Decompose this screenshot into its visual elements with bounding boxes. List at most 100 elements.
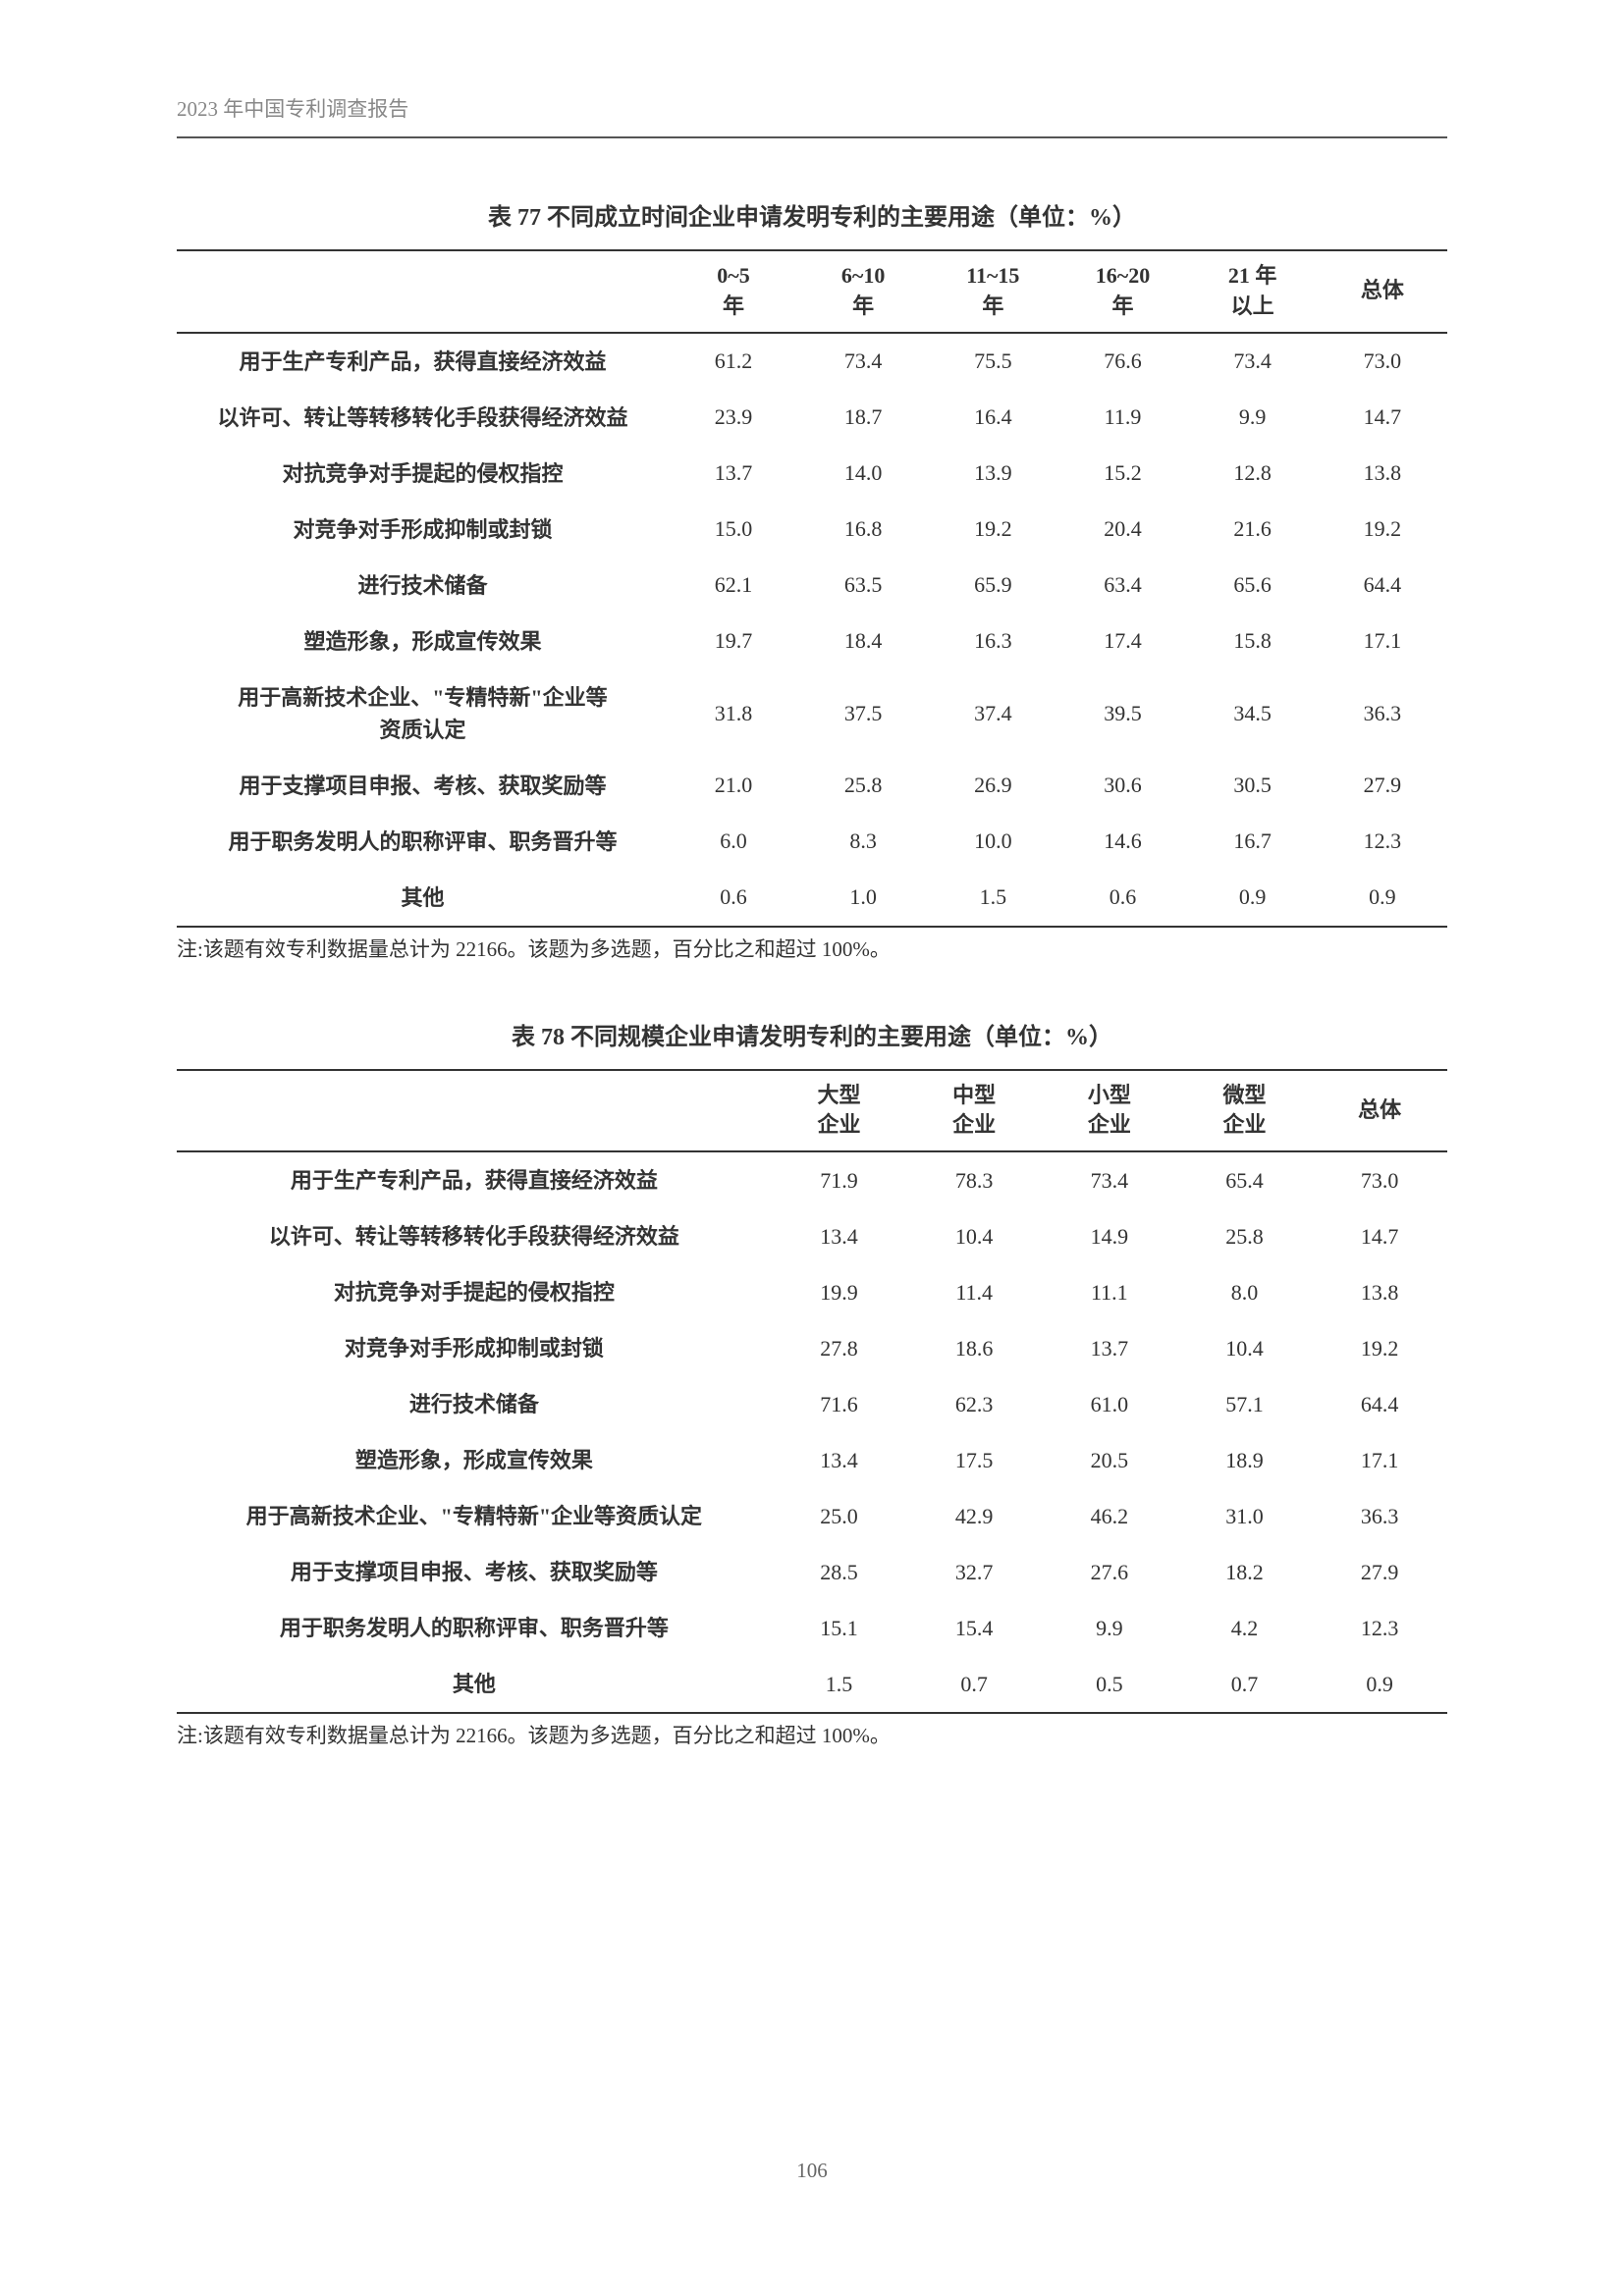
table-78-cell: 1.5 [772,1656,907,1713]
table-78-cell: 27.8 [772,1320,907,1376]
table-77-header-6: 总体 [1318,250,1447,333]
table-77-cell: 63.5 [798,558,928,614]
table-78-header-4: 微型 企业 [1177,1070,1313,1152]
table-77-row-label: 进行技术储备 [177,558,669,614]
table-77-cell: 26.9 [928,758,1057,814]
table-77-cell: 25.8 [798,758,928,814]
table-77-cell: 65.6 [1188,558,1318,614]
table-77-cell: 21.0 [669,758,798,814]
table-78-cell: 9.9 [1042,1600,1177,1656]
table-row: 塑造形象，形成宣传效果19.718.416.317.415.817.1 [177,614,1447,669]
table-78-cell: 18.6 [906,1320,1042,1376]
table-78-cell: 27.9 [1312,1544,1447,1600]
table-77-cell: 37.5 [798,669,928,758]
table-row: 用于职务发明人的职称评审、职务晋升等6.08.310.014.616.712.3 [177,814,1447,870]
table-78-row-label: 用于生产专利产品，获得直接经济效益 [177,1151,772,1208]
table-77-cell: 14.6 [1057,814,1187,870]
table-77-cell: 30.6 [1057,758,1187,814]
table-78-cell: 32.7 [906,1544,1042,1600]
table-77-cell: 20.4 [1057,502,1187,558]
table-77-header-5: 21 年 以上 [1188,250,1318,333]
table-77-cell: 11.9 [1057,390,1187,446]
table-row: 对抗竞争对手提起的侵权指控19.911.411.18.013.8 [177,1264,1447,1320]
table-78-row-label: 用于高新技术企业、"专精特新"企业等资质认定 [177,1488,772,1544]
table-77-cell: 61.2 [669,333,798,390]
table-77-cell: 6.0 [669,814,798,870]
table-78-cell: 73.0 [1312,1151,1447,1208]
table-77-cell: 30.5 [1188,758,1318,814]
table-77-cell: 9.9 [1188,390,1318,446]
table-78-header-1: 大型 企业 [772,1070,907,1152]
table-78-row-label: 以许可、转让等转移转化手段获得经济效益 [177,1208,772,1264]
table-77-cell: 73.4 [798,333,928,390]
table-78-cell: 42.9 [906,1488,1042,1544]
table-77-cell: 23.9 [669,390,798,446]
table-77-cell: 73.4 [1188,333,1318,390]
table-78-cell: 14.7 [1312,1208,1447,1264]
table-78-cell: 71.9 [772,1151,907,1208]
table-77-cell: 13.8 [1318,446,1447,502]
table-77-cell: 15.2 [1057,446,1187,502]
table-78-cell: 36.3 [1312,1488,1447,1544]
table-77-cell: 12.3 [1318,814,1447,870]
table-77-cell: 65.9 [928,558,1057,614]
table-78-row-label: 其他 [177,1656,772,1713]
table-77-cell: 15.0 [669,502,798,558]
table-78-cell: 64.4 [1312,1376,1447,1432]
table-78-cell: 62.3 [906,1376,1042,1432]
table-77-row-label: 用于高新技术企业、"专精特新"企业等 资质认定 [177,669,669,758]
table-78-header-row: 大型 企业 中型 企业 小型 企业 微型 企业 总体 [177,1070,1447,1152]
table-77-row-label: 其他 [177,870,669,927]
table-78-cell: 65.4 [1177,1151,1313,1208]
table-77-note: 注:该题有效专利数据量总计为 22166。该题为多选题，百分比之和超过 100%… [177,934,1447,963]
table-78-cell: 25.8 [1177,1208,1313,1264]
table-78-cell: 71.6 [772,1376,907,1432]
table-77-cell: 13.7 [669,446,798,502]
table-77-cell: 1.0 [798,870,928,927]
table-78-cell: 57.1 [1177,1376,1313,1432]
table-77-cell: 10.0 [928,814,1057,870]
table-78-cell: 0.5 [1042,1656,1177,1713]
table-row: 用于高新技术企业、"专精特新"企业等资质认定25.042.946.231.036… [177,1488,1447,1544]
table-78-cell: 8.0 [1177,1264,1313,1320]
table-77-cell: 14.7 [1318,390,1447,446]
table-row: 用于生产专利产品，获得直接经济效益71.978.373.465.473.0 [177,1151,1447,1208]
table-77-cell: 63.4 [1057,558,1187,614]
table-row: 用于职务发明人的职称评审、职务晋升等15.115.49.94.212.3 [177,1600,1447,1656]
table-77-cell: 62.1 [669,558,798,614]
table-77-row-label: 塑造形象，形成宣传效果 [177,614,669,669]
table-78-cell: 11.1 [1042,1264,1177,1320]
page-number: 106 [0,2159,1624,2183]
table-78-header-3: 小型 企业 [1042,1070,1177,1152]
table-78-cell: 4.2 [1177,1600,1313,1656]
table-77-cell: 31.8 [669,669,798,758]
table-77-cell: 0.9 [1188,870,1318,927]
table-77-row-label: 对抗竞争对手提起的侵权指控 [177,446,669,502]
table-row: 用于支撑项目申报、考核、获取奖励等21.025.826.930.630.527.… [177,758,1447,814]
table-78-cell: 15.4 [906,1600,1042,1656]
table-row: 对竞争对手形成抑制或封锁15.016.819.220.421.619.2 [177,502,1447,558]
table-77-header-2: 6~10 年 [798,250,928,333]
table-78-cell: 0.7 [1177,1656,1313,1713]
table-77-cell: 0.6 [1057,870,1187,927]
table-77-row-label: 对竞争对手形成抑制或封锁 [177,502,669,558]
table-row: 用于支撑项目申报、考核、获取奖励等28.532.727.618.227.9 [177,1544,1447,1600]
table-78-cell: 10.4 [1177,1320,1313,1376]
table-row: 以许可、转让等转移转化手段获得经济效益23.918.716.411.99.914… [177,390,1447,446]
table-78-cell: 10.4 [906,1208,1042,1264]
table-78-cell: 19.2 [1312,1320,1447,1376]
table-78-row-label: 用于支撑项目申报、考核、获取奖励等 [177,1544,772,1600]
table-78-cell: 0.9 [1312,1656,1447,1713]
table-77-header-row: 0~5 年 6~10 年 11~15 年 16~20 年 21 年 以上 总体 [177,250,1447,333]
table-78-cell: 13.8 [1312,1264,1447,1320]
table-78-cell: 20.5 [1042,1432,1177,1488]
table-78-cell: 12.3 [1312,1600,1447,1656]
table-row: 进行技术储备71.662.361.057.164.4 [177,1376,1447,1432]
table-78-row-label: 对抗竞争对手提起的侵权指控 [177,1264,772,1320]
table-77-cell: 16.7 [1188,814,1318,870]
table-77-cell: 27.9 [1318,758,1447,814]
table-77-cell: 19.7 [669,614,798,669]
table-78-cell: 13.4 [772,1432,907,1488]
table-77-cell: 75.5 [928,333,1057,390]
table-78-note: 注:该题有效专利数据量总计为 22166。该题为多选题，百分比之和超过 100%… [177,1720,1447,1749]
